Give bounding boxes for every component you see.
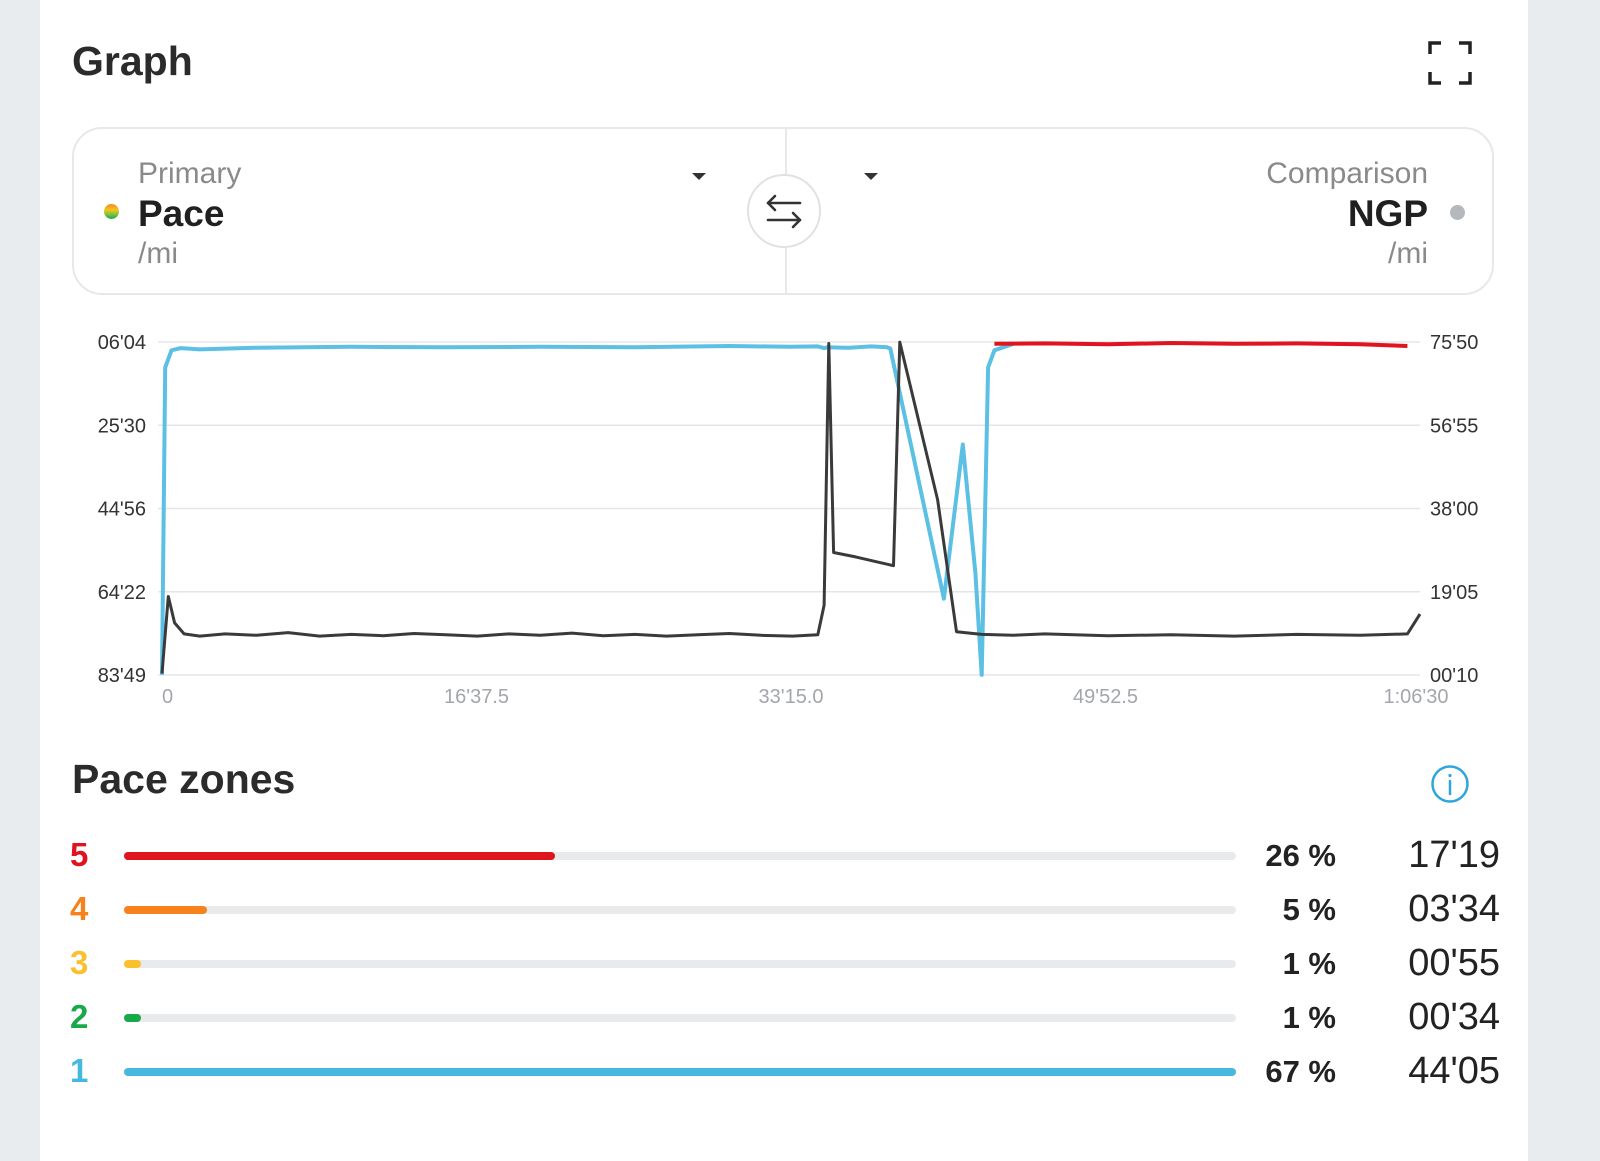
zone-percent: 5 % bbox=[1282, 892, 1336, 927]
zone-bar-fill bbox=[124, 1014, 141, 1022]
zone-row: 2 1 % 00'34 bbox=[70, 992, 1500, 1046]
zone-duration: 03'34 bbox=[1408, 888, 1500, 930]
zone-number: 4 bbox=[70, 890, 89, 927]
zone-percent: 26 % bbox=[1265, 838, 1336, 873]
zone-row: 5 26 % 17'19 bbox=[70, 830, 1500, 884]
zone-number: 3 bbox=[70, 944, 89, 981]
zones-title: Pace zones bbox=[72, 756, 296, 802]
comparison-unit: /mi bbox=[1388, 237, 1428, 270]
comparison-label: Comparison bbox=[1266, 157, 1428, 190]
y-left-tick-label: 64'22 bbox=[98, 582, 146, 604]
y-right-tick-label: 56'55 bbox=[1430, 415, 1478, 437]
zone-bar-fill bbox=[124, 960, 141, 968]
chevron-down-icon bbox=[692, 173, 706, 180]
swap-metrics-button[interactable] bbox=[747, 174, 821, 248]
zone-row: 1 67 % 44'05 bbox=[70, 1046, 1500, 1100]
fullscreen-icon[interactable] bbox=[1427, 40, 1473, 86]
zone-bar-track bbox=[124, 960, 1236, 968]
comparison-value: NGP bbox=[1347, 193, 1428, 234]
zone-bar-fill bbox=[124, 906, 207, 914]
chevron-down-icon bbox=[864, 173, 878, 180]
y-right-tick-label: 75'50 bbox=[1430, 332, 1478, 354]
swap-icon bbox=[766, 194, 802, 229]
zone-number: 5 bbox=[70, 836, 89, 873]
x-tick-label: 49'52.5 bbox=[1073, 686, 1138, 708]
zone-row: 4 5 % 03'34 bbox=[70, 884, 1500, 938]
y-right-tick-label: 38'00 bbox=[1430, 499, 1478, 521]
zone-percent: 67 % bbox=[1265, 1054, 1336, 1089]
zone-number: 1 bbox=[70, 1052, 89, 1089]
pace-chart[interactable]: 06'04 25'30 44'56 64'22 83'49 75'50 56'55 38'0… bbox=[40, 320, 1528, 720]
zone-row: 3 1 % 00'55 bbox=[70, 938, 1500, 992]
info-icon[interactable] bbox=[1430, 764, 1470, 804]
zone-duration: 00'55 bbox=[1408, 942, 1500, 984]
zone-bar-track bbox=[124, 852, 1236, 860]
zone-bar-fill bbox=[124, 852, 555, 860]
pace-color-dot bbox=[104, 204, 119, 219]
metric-selector: Primary Pace /mi Comparison NGP /mi bbox=[72, 127, 1494, 295]
x-tick-label: 1:06'30 bbox=[1384, 686, 1449, 708]
pace-zone5-overlay-line bbox=[994, 340, 1408, 348]
x-tick-label: 16'37.5 bbox=[444, 686, 509, 708]
zone-number: 2 bbox=[70, 998, 89, 1035]
pace-series-line bbox=[160, 341, 1014, 677]
y-right-tick-label: 00'10 bbox=[1430, 665, 1478, 687]
y-right-tick-label: 19'05 bbox=[1430, 582, 1478, 604]
graph-title: Graph bbox=[72, 38, 193, 84]
primary-value: Pace bbox=[138, 193, 225, 234]
primary-unit: /mi bbox=[138, 237, 178, 270]
zone-bar-fill bbox=[124, 1068, 1236, 1076]
y-left-tick-label: 25'30 bbox=[98, 415, 146, 437]
graph-card: Graph Primary Pace /mi Comparison NGP bbox=[40, 0, 1528, 1161]
zone-percent: 1 % bbox=[1282, 1000, 1336, 1035]
zone-duration: 44'05 bbox=[1408, 1050, 1500, 1092]
x-tick-label: 33'15.0 bbox=[759, 686, 824, 708]
zone-percent: 1 % bbox=[1282, 946, 1336, 981]
zone-duration: 00'34 bbox=[1408, 996, 1500, 1038]
zone-duration: 17'19 bbox=[1408, 834, 1500, 876]
y-left-tick-label: 06'04 bbox=[98, 332, 146, 354]
zone-bar-track bbox=[124, 1014, 1236, 1022]
y-left-tick-label: 83'49 bbox=[98, 665, 146, 687]
zone-bar-track bbox=[124, 906, 1236, 914]
y-left-tick-label: 44'56 bbox=[98, 499, 146, 521]
ngp-color-dot bbox=[1450, 205, 1465, 220]
primary-label: Primary bbox=[138, 157, 242, 190]
ngp-series-line bbox=[160, 340, 1422, 674]
x-tick-label: 0 bbox=[162, 686, 173, 708]
zone-bar-track bbox=[124, 1068, 1236, 1076]
